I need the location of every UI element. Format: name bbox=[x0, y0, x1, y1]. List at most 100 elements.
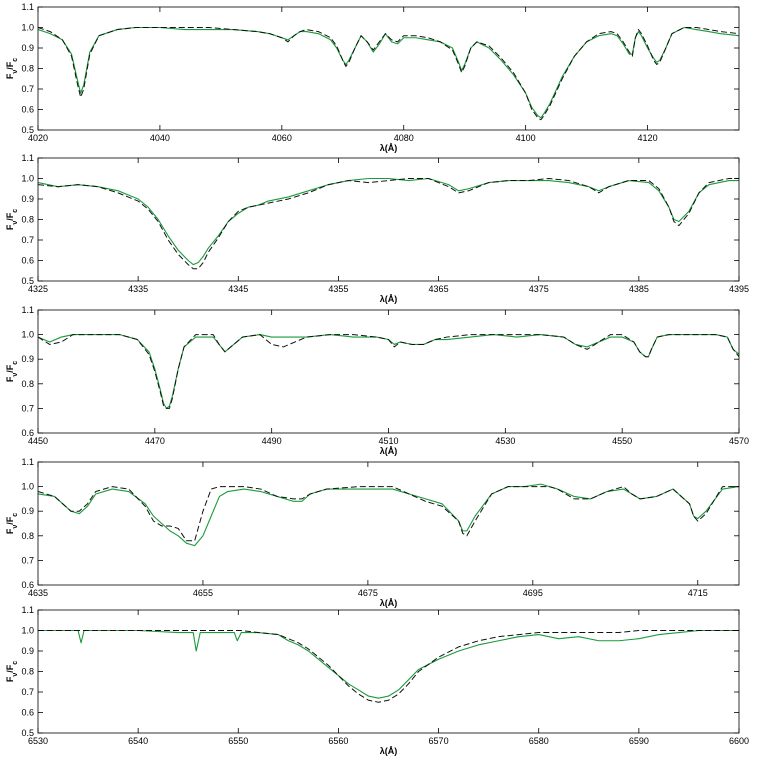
y-tick-label: 1.1 bbox=[21, 2, 34, 12]
x-tick-label: 6570 bbox=[429, 736, 449, 746]
y-tick-label: 0.5 bbox=[21, 728, 34, 738]
panel-frame bbox=[37, 609, 740, 734]
observed-spectrum-line bbox=[38, 334, 739, 409]
panel-frame bbox=[37, 157, 740, 282]
y-axis-label-subscript: ν bbox=[12, 70, 19, 74]
x-tick-label: 4040 bbox=[150, 133, 170, 143]
x-tick-label: 4375 bbox=[529, 284, 549, 294]
y-tick-label: 0.7 bbox=[21, 235, 34, 245]
y-axis-label-part: /F bbox=[5, 212, 15, 221]
x-tick-label: 6550 bbox=[228, 736, 248, 746]
x-axis-label: λ(Å) bbox=[380, 746, 398, 756]
x-tick-label: 4675 bbox=[358, 588, 378, 598]
x-axis-label: λ(Å) bbox=[380, 598, 398, 608]
model-spectrum-line bbox=[38, 334, 739, 409]
x-tick-label: 6600 bbox=[729, 736, 749, 746]
y-tick-label: 1.1 bbox=[21, 457, 34, 467]
x-tick-label: 4470 bbox=[145, 436, 165, 446]
y-axis-label: Fν/Fc bbox=[5, 209, 19, 230]
x-tick-label: 4530 bbox=[495, 436, 515, 446]
y-tick-label: 0.5 bbox=[21, 276, 34, 286]
spectrum-panel-3: 0.6 0.7 0.8 0.9 1.0 1.1 4450 4470 4490 4510 4530 45… bbox=[5, 305, 749, 456]
y-tick-label: 0.7 bbox=[21, 555, 34, 565]
spectrum-panel-5: 0.5 0.6 0.7 0.8 0.9 1.0 1.1 6530 6540 6550 6560 657… bbox=[5, 605, 749, 756]
x-tick-label: 6560 bbox=[328, 736, 348, 746]
x-axis-label: λ(Å) bbox=[380, 294, 398, 304]
x-axis-label: λ(Å) bbox=[380, 143, 398, 153]
x-tick-label: 4120 bbox=[638, 133, 658, 143]
y-tick-label: 0.6 bbox=[21, 256, 34, 266]
observed-spectrum-line bbox=[38, 26, 739, 119]
x-tick-label: 6530 bbox=[28, 736, 48, 746]
y-axis-label-part: /F bbox=[5, 516, 15, 525]
y-axis-label-part: F bbox=[5, 224, 15, 230]
y-axis-label-subscript: c bbox=[12, 209, 19, 213]
y-tick-label: 1.1 bbox=[21, 153, 34, 163]
x-tick-label: 4080 bbox=[394, 133, 414, 143]
y-tick-label: 0.8 bbox=[21, 531, 34, 541]
x-tick-label: 4385 bbox=[629, 284, 649, 294]
model-spectrum-line bbox=[38, 630, 739, 703]
y-tick-label: 1.0 bbox=[21, 330, 34, 340]
y-tick-label: 1.1 bbox=[21, 305, 34, 315]
x-tick-label: 4635 bbox=[28, 588, 48, 598]
y-tick-label: 1.0 bbox=[21, 482, 34, 492]
y-tick-label: 0.7 bbox=[21, 403, 34, 413]
x-tick-label: 6580 bbox=[529, 736, 549, 746]
y-axis-label-part: /F bbox=[5, 364, 15, 373]
x-tick-label: 4060 bbox=[272, 133, 292, 143]
y-axis-label: Fν/Fc bbox=[5, 58, 19, 79]
y-tick-label: 0.8 bbox=[21, 215, 34, 225]
x-tick-label: 4100 bbox=[516, 133, 536, 143]
y-tick-label: 1.0 bbox=[21, 23, 34, 33]
y-tick-label: 0.6 bbox=[21, 105, 34, 115]
y-tick-label: 1.0 bbox=[21, 626, 34, 636]
y-axis-label-subscript: ν bbox=[12, 221, 19, 225]
x-tick-label: 4325 bbox=[28, 284, 48, 294]
y-axis-label-subscript: ν bbox=[12, 373, 19, 377]
panel-frame bbox=[37, 461, 740, 586]
y-axis-label-part: F bbox=[5, 676, 15, 682]
observed-spectrum-line bbox=[38, 483, 739, 547]
x-tick-label: 4655 bbox=[193, 588, 213, 598]
y-axis-label-part: F bbox=[5, 73, 15, 79]
y-axis-label: Fν/Fc bbox=[5, 661, 19, 682]
panel-frame bbox=[37, 309, 740, 434]
y-axis-label-subscript: ν bbox=[12, 525, 19, 529]
y-axis-label: Fν/Fc bbox=[5, 513, 19, 534]
y-axis-label-subscript: c bbox=[12, 58, 19, 62]
x-tick-label: 4395 bbox=[729, 284, 749, 294]
panel-frame bbox=[37, 6, 740, 131]
x-tick-label: 4450 bbox=[28, 436, 48, 446]
spectrum-panel-2: 0.5 0.6 0.7 0.8 0.9 1.0 1.1 4325 4335 4345 4355 436… bbox=[5, 153, 749, 304]
x-tick-label: 4335 bbox=[128, 284, 148, 294]
y-tick-label: 0.7 bbox=[21, 687, 34, 697]
x-tick-label: 4355 bbox=[328, 284, 348, 294]
x-tick-label: 4510 bbox=[378, 436, 398, 446]
x-tick-label: 4715 bbox=[688, 588, 708, 598]
x-tick-label: 4570 bbox=[729, 436, 749, 446]
x-tick-label: 6590 bbox=[629, 736, 649, 746]
y-tick-label: 0.9 bbox=[21, 506, 34, 516]
x-axis-label: λ(Å) bbox=[380, 446, 398, 456]
observed-spectrum-line bbox=[38, 177, 739, 266]
x-tick-label: 4695 bbox=[523, 588, 543, 598]
y-axis-label-subscript: ν bbox=[12, 673, 19, 677]
y-axis-label-subscript: c bbox=[12, 361, 19, 365]
y-tick-label: 0.6 bbox=[21, 428, 34, 438]
model-spectrum-line bbox=[38, 486, 739, 542]
y-tick-label: 0.8 bbox=[21, 64, 34, 74]
y-axis-label-subscript: c bbox=[12, 661, 19, 665]
y-tick-label: 1.0 bbox=[21, 174, 34, 184]
y-tick-label: 1.1 bbox=[21, 605, 34, 615]
y-tick-label: 0.8 bbox=[21, 667, 34, 677]
y-axis-label-subscript: c bbox=[12, 513, 19, 517]
y-axis-label-part: /F bbox=[5, 664, 15, 673]
y-axis-label: Fν/Fc bbox=[5, 361, 19, 382]
x-tick-label: 6540 bbox=[128, 736, 148, 746]
spectrum-panel-4: 0.6 0.7 0.8 0.9 1.0 1.1 4635 4655 4675 4695 4715 λ(… bbox=[5, 457, 740, 608]
model-spectrum-line bbox=[38, 178, 739, 270]
spectrum-panel-1: 0.5 0.6 0.7 0.8 0.9 1.0 1.1 4020 4040 4060 4080 410… bbox=[5, 2, 740, 153]
x-tick-label: 4020 bbox=[28, 133, 48, 143]
